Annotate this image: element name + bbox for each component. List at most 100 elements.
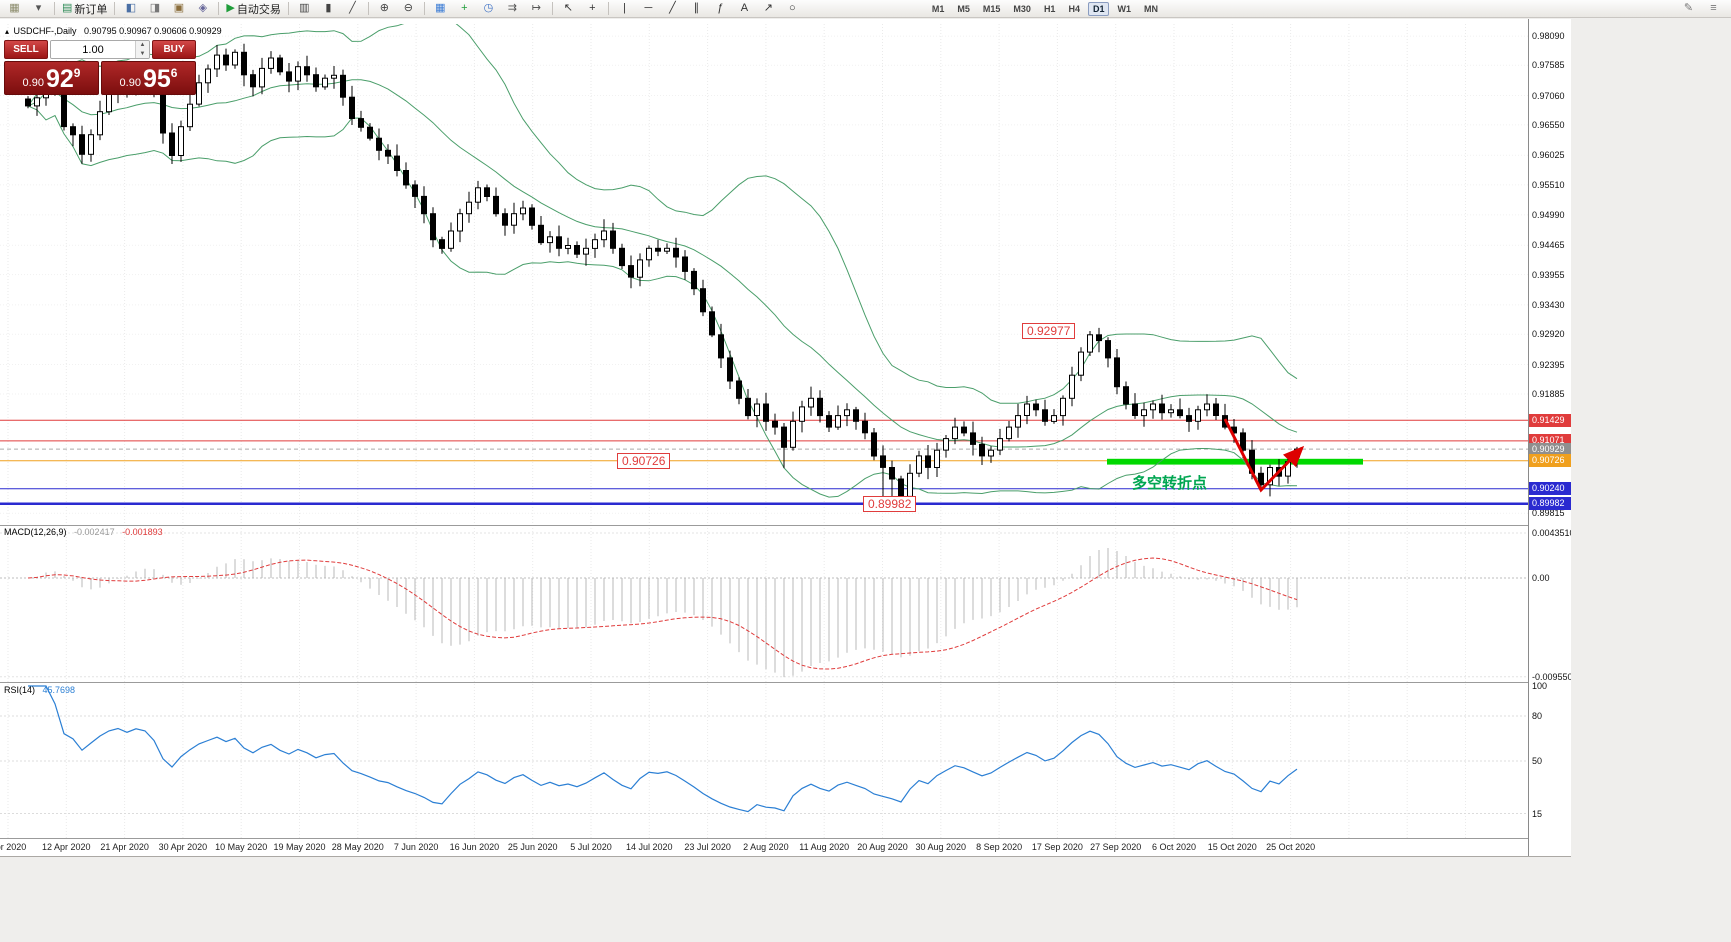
svg-text:25 Oct 2020: 25 Oct 2020 xyxy=(1266,842,1315,852)
volume-down-button[interactable]: ▼ xyxy=(136,49,149,58)
shapes-button[interactable]: ○ xyxy=(781,0,804,17)
rsi-axis-tick: 100 xyxy=(1532,681,1548,691)
sell-price-display[interactable]: 0.90 92 9 xyxy=(4,61,99,95)
navigator-button[interactable]: ▣ xyxy=(167,0,190,17)
price-tick: 0.96025 xyxy=(1532,150,1565,161)
macd-title: MACD(12,26,9) xyxy=(4,527,67,537)
svg-text:28 May 2020: 28 May 2020 xyxy=(332,842,384,852)
crosshair-button[interactable]: + xyxy=(581,0,604,17)
price-tick: 0.93955 xyxy=(1532,269,1565,280)
price-marker: 0.90240 xyxy=(1529,482,1571,496)
toolbar: ▦ ▾ ▤ 新订单 ◧ ◨ ▣ ◈ ▶ 自动交易 ▥ ▮ ╱ ⊕ ⊖ ▦ + ◷ ⇉ ↦ ↖ + | ─ ╱ ∥ ƒ A ↗ ○ M1 M5 M… xyxy=(0,0,1731,18)
sell-button[interactable]: SELL xyxy=(4,40,48,59)
vertical-line-button[interactable]: | xyxy=(613,0,636,17)
timeframe-m5-button[interactable]: M5 xyxy=(957,3,970,14)
auto-trading-button[interactable]: ▶ 自动交易 xyxy=(223,0,283,17)
volume-control: ▲ ▼ xyxy=(50,40,150,59)
new-chart-button[interactable]: ▦ xyxy=(3,0,26,17)
channel-icon: ∥ xyxy=(693,2,700,14)
support-price-label[interactable]: 0.90726 xyxy=(617,453,671,469)
menu-button[interactable]: ≡ xyxy=(1702,0,1725,17)
buy-price-display[interactable]: 0.90 95 6 xyxy=(101,61,196,95)
channel-button[interactable]: ∥ xyxy=(685,0,708,17)
timeframe-m15-button[interactable]: M15 xyxy=(982,3,1001,14)
line-chart-button[interactable]: ╱ xyxy=(341,0,364,17)
timeframe-h4-button[interactable]: H4 xyxy=(1068,3,1080,14)
support-zone[interactable] xyxy=(1107,458,1363,465)
toolbar-separator xyxy=(287,2,289,15)
low-price-label[interactable]: 0.89982 xyxy=(863,496,917,512)
horizontal-line-icon: ─ xyxy=(644,2,653,14)
svg-text:30 Aug 2020: 30 Aug 2020 xyxy=(916,842,967,852)
timeframe-m1-button[interactable]: M1 xyxy=(931,3,945,14)
rsi-title: RSI(14) xyxy=(4,685,36,695)
new-chart-dropdown[interactable]: ▾ xyxy=(27,0,50,17)
svg-text:20 Aug 2020: 20 Aug 2020 xyxy=(857,842,908,852)
price-tick: 0.95510 xyxy=(1532,179,1565,190)
toolbar-right-group: ✎ ≡ xyxy=(1677,0,1728,17)
timeframe-w1-button[interactable]: W1 xyxy=(1117,3,1131,14)
timeframe-h1-button[interactable]: H1 xyxy=(1043,3,1056,14)
data-window-button[interactable]: ◨ xyxy=(143,0,166,17)
indicators-button[interactable]: + xyxy=(453,0,476,17)
candlestick-chart-button[interactable]: ▮ xyxy=(317,0,340,17)
annotate-button[interactable]: ✎ xyxy=(1677,0,1700,17)
horizontal-line-button[interactable]: ─ xyxy=(637,0,660,17)
time-axis: Apr 2020 12 Apr 2020 21 Apr 2020 30 Apr 202… xyxy=(0,842,1315,852)
text-icon: A xyxy=(740,2,749,14)
symbol-ohlc: 0.90795 0.90967 0.90606 0.90929 xyxy=(84,26,222,36)
pivot-note-text: 多空转折点 xyxy=(1132,475,1208,492)
price-tick: 0.91885 xyxy=(1532,389,1565,399)
zoom-in-button[interactable]: ⊕ xyxy=(373,0,396,17)
shapes-icon: ○ xyxy=(789,2,796,14)
svg-text:16 Jun 2020: 16 Jun 2020 xyxy=(450,842,500,852)
svg-text:5 Jul 2020: 5 Jul 2020 xyxy=(570,842,612,852)
timeframe-d1-button[interactable]: D1 xyxy=(1087,1,1110,16)
svg-text:21 Apr 2020: 21 Apr 2020 xyxy=(100,842,149,852)
bar-chart-button[interactable]: ▥ xyxy=(293,0,316,17)
cursor-button[interactable]: ↖ xyxy=(557,0,580,17)
new-order-button[interactable]: ▤ 新订单 xyxy=(59,0,110,17)
price-marker: 0.91429 xyxy=(1529,413,1571,427)
price-tick: 0.92920 xyxy=(1532,329,1565,340)
chart-shift-button[interactable]: ↦ xyxy=(525,0,548,17)
zoom-in-icon: ⊕ xyxy=(379,2,389,14)
price-marker: 0.90929 xyxy=(1529,442,1571,456)
timeframe-m30-button[interactable]: M30 xyxy=(1013,3,1031,14)
new-order-icon: ▤ xyxy=(62,2,73,14)
arrows-button[interactable]: ↗ xyxy=(757,0,780,17)
volume-up-button[interactable]: ▲ xyxy=(136,41,149,50)
trend-arrow[interactable] xyxy=(1223,418,1305,493)
zoom-out-button[interactable]: ⊖ xyxy=(397,0,420,17)
svg-text:27 Sep 2020: 27 Sep 2020 xyxy=(1090,842,1141,852)
candlestick-chart[interactable]: Apr 2020 12 Apr 2020 21 Apr 2020 30 Apr 202… xyxy=(0,24,1528,855)
price-tick: 0.98090 xyxy=(1532,31,1565,42)
svg-text:10 May 2020: 10 May 2020 xyxy=(215,842,267,852)
toolbar-separator xyxy=(607,2,609,15)
fibonacci-button[interactable]: ƒ xyxy=(709,0,732,17)
crosshair-icon: + xyxy=(589,2,596,14)
symbol-info: ▴ USDCHF-,Daily 0.90795 0.90967 0.90606 … xyxy=(5,26,222,36)
trendline-button[interactable]: ╱ xyxy=(661,0,684,17)
auto-scroll-button[interactable]: ⇉ xyxy=(501,0,524,17)
sell-price-sup: 9 xyxy=(73,66,81,80)
macd-indicator-label: MACD(12,26,9) -0.002417 -0.001893 xyxy=(4,527,163,537)
timeframe-mn-button[interactable]: MN xyxy=(1143,3,1158,14)
toolbar-left-group: ▦ ▾ ▤ 新订单 ◧ ◨ ▣ ◈ ▶ 自动交易 ▥ ▮ ╱ ⊕ ⊖ ▦ + ◷ ⇉ ↦ ↖ + | ─ ╱ ∥ ƒ A ↗ ○ M1 M5 M… xyxy=(3,0,1164,17)
buy-button[interactable]: BUY xyxy=(152,40,196,59)
rsi-axis-tick: 50 xyxy=(1532,756,1543,766)
peak-price-label[interactable]: 0.92977 xyxy=(1022,323,1076,339)
rsi-axis-tick: 80 xyxy=(1532,711,1543,721)
tile-windows-button[interactable]: ▦ xyxy=(429,0,452,17)
terminal-button[interactable]: ◈ xyxy=(191,0,214,17)
data-window-icon: ◨ xyxy=(149,2,161,14)
svg-text:2 Aug 2020: 2 Aug 2020 xyxy=(743,842,789,852)
terminal-icon: ◈ xyxy=(198,2,208,14)
toolbar-separator xyxy=(218,2,220,15)
volume-input[interactable] xyxy=(51,41,135,58)
text-label-button[interactable]: A xyxy=(733,0,756,17)
clock-icon: ◷ xyxy=(483,2,494,14)
period-clock-button[interactable]: ◷ xyxy=(477,0,500,17)
market-watch-button[interactable]: ◧ xyxy=(119,0,142,17)
svg-text:25 Jun 2020: 25 Jun 2020 xyxy=(508,842,558,852)
